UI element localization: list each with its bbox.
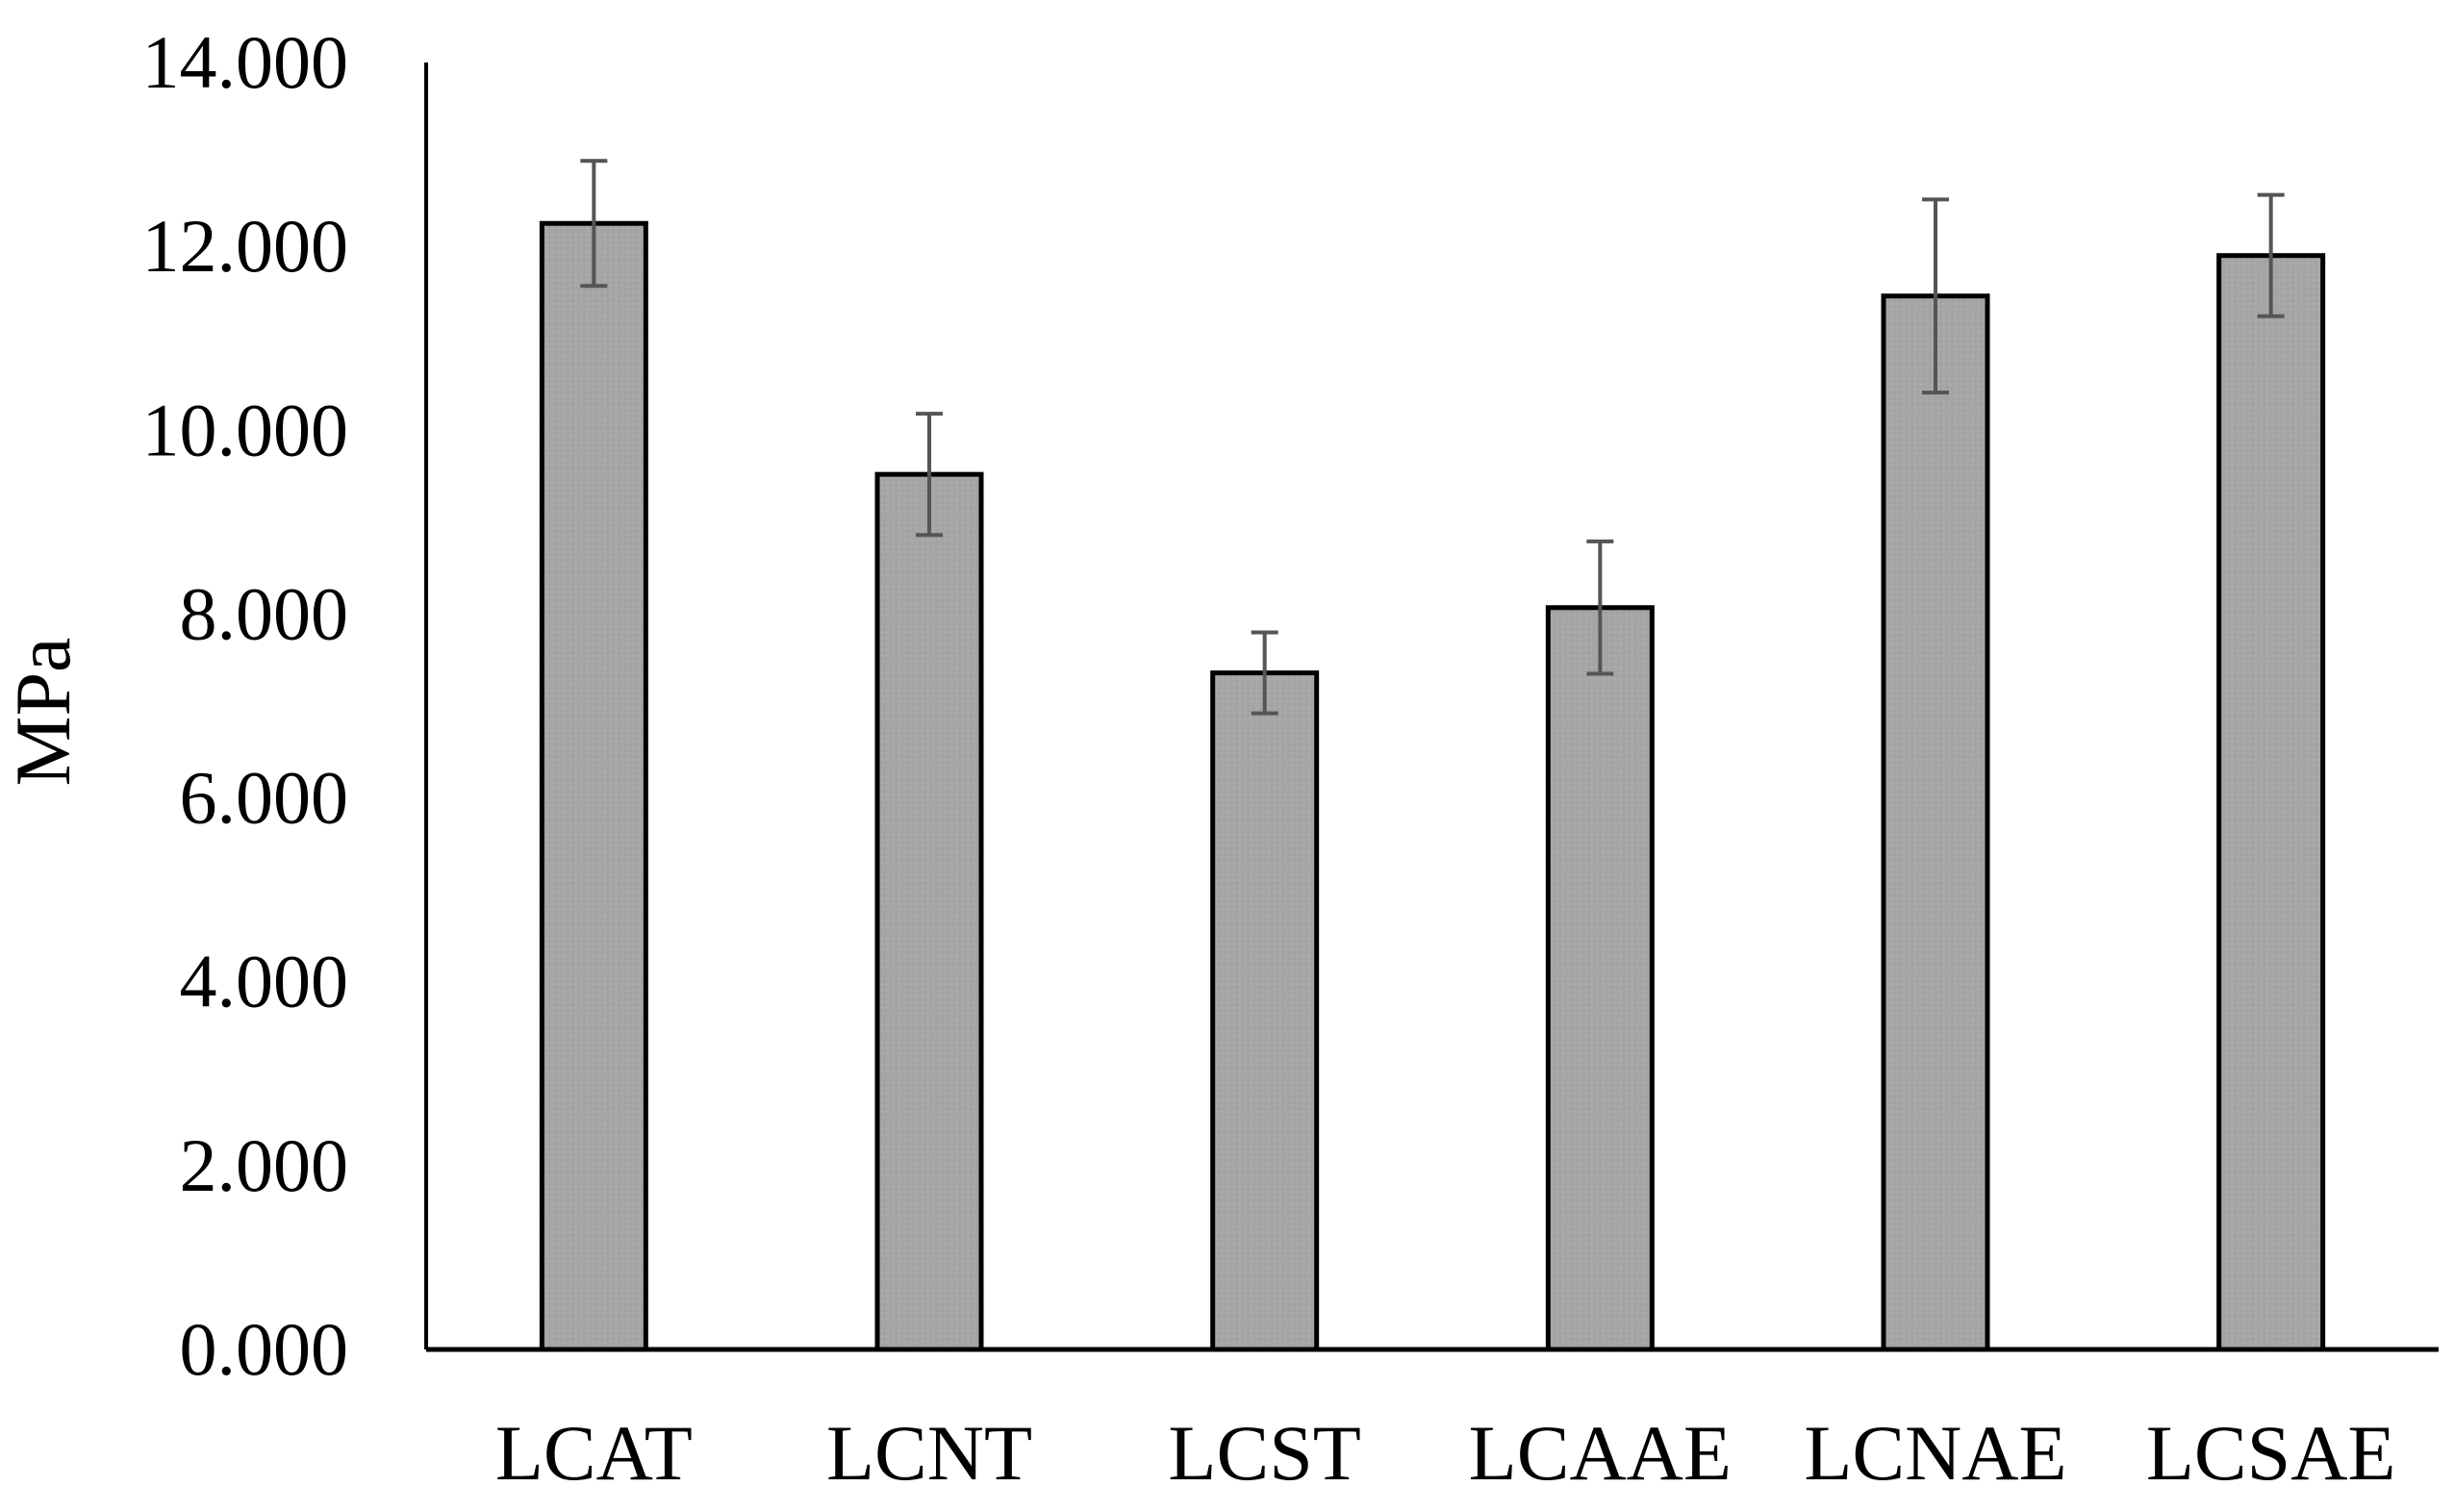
error-bar-lcsae xyxy=(2257,192,2285,318)
x-tick-label: LCAT xyxy=(495,1409,693,1497)
y-tick-label: 2.000 xyxy=(180,1123,349,1207)
x-tick-label: LCSAE xyxy=(2146,1409,2396,1497)
y-tick-label: 4.000 xyxy=(180,940,349,1023)
y-tick-label: 12.000 xyxy=(142,204,349,288)
bar-lcst xyxy=(1210,670,1320,1352)
error-bar-lcst xyxy=(1251,630,1278,716)
error-bar-lcat xyxy=(580,159,608,289)
x-tick-label: LCNT xyxy=(826,1409,1032,1497)
x-tick-label: LCAAE xyxy=(1469,1409,1732,1497)
bar-lcsae xyxy=(2216,253,2326,1352)
y-tick-label: 6.000 xyxy=(180,756,349,840)
bar-lcnae xyxy=(1881,293,1990,1352)
y-tick-label: 14.000 xyxy=(142,20,349,104)
bar-lcnt xyxy=(874,471,984,1352)
error-bar-lcnt xyxy=(916,412,943,538)
error-bar-lcaae xyxy=(1586,539,1614,676)
y-tick-label: 8.000 xyxy=(180,571,349,655)
y-axis-label: MPa xyxy=(0,638,87,787)
bar-lcaae xyxy=(1545,605,1655,1352)
x-tick-label: LCNAE xyxy=(1804,1409,2066,1497)
y-tick-label: 10.000 xyxy=(142,388,349,471)
y-tick-label: 0.000 xyxy=(180,1307,349,1391)
bar-lcat xyxy=(539,220,648,1352)
error-bar-lcnae xyxy=(1922,197,1949,395)
x-tick-label: LCST xyxy=(1168,1409,1360,1497)
